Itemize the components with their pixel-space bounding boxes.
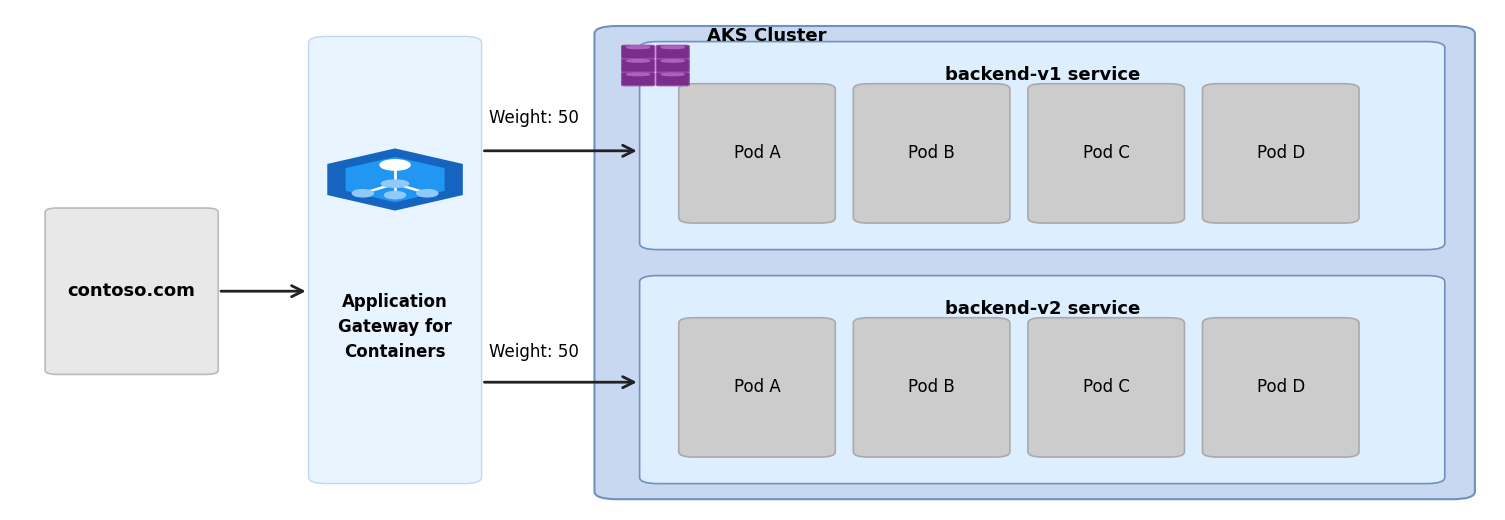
Text: Pod C: Pod C (1082, 145, 1130, 162)
FancyBboxPatch shape (853, 318, 1010, 457)
Text: Pod A: Pod A (733, 379, 781, 396)
Text: Pod D: Pod D (1257, 379, 1305, 396)
Ellipse shape (661, 46, 685, 48)
Ellipse shape (661, 73, 685, 75)
Text: Application
Gateway for
Containers: Application Gateway for Containers (339, 293, 452, 361)
FancyBboxPatch shape (45, 208, 218, 374)
Text: Pod D: Pod D (1257, 145, 1305, 162)
FancyBboxPatch shape (679, 318, 835, 457)
FancyBboxPatch shape (594, 26, 1475, 499)
Ellipse shape (626, 60, 650, 62)
Circle shape (352, 190, 373, 197)
Text: Pod A: Pod A (733, 145, 781, 162)
FancyBboxPatch shape (656, 59, 689, 72)
FancyBboxPatch shape (622, 45, 655, 59)
Text: contoso.com: contoso.com (68, 282, 196, 300)
Ellipse shape (626, 46, 650, 48)
Polygon shape (346, 157, 444, 202)
FancyBboxPatch shape (1202, 318, 1359, 457)
FancyBboxPatch shape (640, 276, 1445, 484)
Polygon shape (327, 148, 464, 211)
Text: Weight: 50: Weight: 50 (489, 109, 579, 127)
FancyBboxPatch shape (656, 72, 689, 86)
Text: AKS Cluster: AKS Cluster (707, 28, 826, 45)
FancyBboxPatch shape (853, 84, 1010, 223)
Circle shape (385, 191, 406, 199)
Text: backend-v2 service: backend-v2 service (945, 300, 1139, 318)
FancyBboxPatch shape (622, 72, 655, 86)
FancyBboxPatch shape (622, 59, 655, 72)
FancyBboxPatch shape (1202, 84, 1359, 223)
Text: Pod B: Pod B (908, 379, 956, 396)
FancyBboxPatch shape (1028, 318, 1184, 457)
FancyBboxPatch shape (1028, 84, 1184, 223)
Text: backend-v1 service: backend-v1 service (945, 66, 1139, 84)
Text: Weight: 50: Weight: 50 (489, 343, 579, 361)
FancyBboxPatch shape (309, 36, 482, 484)
Text: Pod B: Pod B (908, 145, 956, 162)
FancyBboxPatch shape (656, 45, 689, 59)
Circle shape (379, 160, 409, 170)
Text: Pod C: Pod C (1082, 379, 1130, 396)
FancyBboxPatch shape (640, 42, 1445, 250)
Ellipse shape (626, 73, 650, 75)
FancyBboxPatch shape (679, 84, 835, 223)
Ellipse shape (661, 60, 685, 62)
Ellipse shape (382, 180, 409, 187)
Circle shape (417, 190, 438, 197)
